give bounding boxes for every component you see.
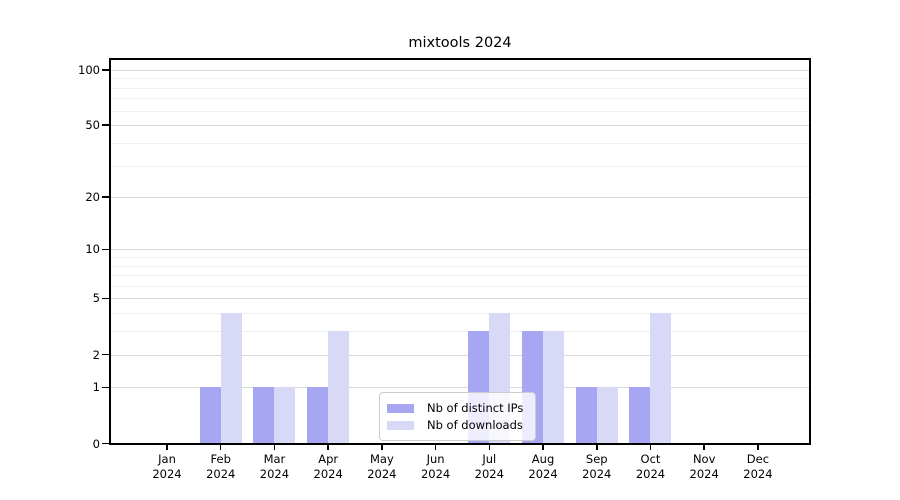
- bar-distinct-ips-oct: [629, 387, 651, 443]
- x-tick-mark-apr: [327, 444, 329, 450]
- x-tick-label-sep: Sep 2024: [582, 452, 612, 481]
- y-tick-mark-1: [102, 386, 109, 389]
- x-tick-label-nov: Nov 2024: [689, 452, 719, 481]
- minor-gridline-7: [111, 275, 809, 277]
- y-tick-mark-0: [102, 442, 109, 445]
- y-tick-label-50: 50: [85, 118, 100, 133]
- bar-downloads-aug: [543, 331, 565, 443]
- legend: Nb of distinct IPs Nb of downloads: [379, 392, 537, 441]
- x-tick-mark-nov: [703, 444, 705, 450]
- bar-distinct-ips-apr: [307, 387, 329, 443]
- x-tick-mark-sep: [596, 444, 598, 450]
- gridline-10: [111, 249, 809, 251]
- y-tick-label-20: 20: [85, 190, 100, 205]
- minor-gridline-8: [111, 265, 809, 267]
- x-tick-label-jun: Jun 2024: [420, 452, 451, 481]
- x-tick-mark-aug: [542, 444, 544, 450]
- minor-gridline-90: [111, 78, 809, 80]
- x-tick-label-may: May 2024: [367, 452, 397, 481]
- minor-gridline-4: [111, 313, 809, 315]
- bar-downloads-oct: [650, 313, 672, 443]
- x-tick-label-jan: Jan 2024: [152, 452, 182, 481]
- legend-label-distinct-ips: Nb of distinct IPs: [427, 401, 524, 415]
- legend-label-downloads: Nb of downloads: [427, 418, 523, 432]
- legend-item-downloads: Nb of downloads: [387, 417, 523, 433]
- minor-gridline-80: [111, 87, 809, 89]
- x-tick-mark-jan: [166, 444, 168, 450]
- x-tick-mark-jul: [488, 444, 491, 450]
- bar-distinct-ips-mar: [253, 387, 275, 443]
- y-tick-label-2: 2: [92, 347, 100, 362]
- gridline-2: [111, 354, 809, 356]
- y-tick-mark-50: [102, 124, 109, 126]
- bar-distinct-ips-sep: [575, 387, 597, 443]
- x-tick-label-aug: Aug 2024: [528, 452, 558, 481]
- minor-gridline-70: [111, 98, 809, 100]
- y-tick-label-10: 10: [85, 242, 100, 257]
- gridline-1: [111, 387, 809, 389]
- legend-swatch-downloads-icon: [387, 420, 414, 430]
- x-tick-label-apr: Apr 2024: [313, 452, 343, 481]
- x-tick-mark-feb: [219, 444, 222, 450]
- x-tick-mark-may: [381, 444, 383, 450]
- y-tick-mark-100: [102, 69, 109, 71]
- gridline-20: [111, 197, 809, 199]
- x-tick-mark-jun: [434, 444, 437, 450]
- bar-downloads-apr: [328, 331, 350, 443]
- minor-gridline-30: [111, 165, 809, 167]
- x-tick-label-feb: Feb 2024: [206, 452, 236, 481]
- y-tick-mark-2: [102, 353, 109, 356]
- legend-swatch-distinct-ips-icon: [387, 403, 414, 413]
- minor-gridline-6: [111, 285, 809, 287]
- x-tick-mark-oct: [649, 444, 652, 450]
- minor-gridline-9: [111, 257, 809, 259]
- plot-area: [109, 58, 811, 445]
- y-tick-label-100: 100: [78, 62, 100, 77]
- x-tick-label-mar: Mar 2024: [259, 452, 290, 481]
- y-tick-label-5: 5: [92, 291, 100, 306]
- x-tick-mark-dec: [757, 444, 759, 450]
- bar-downloads-sep: [596, 387, 618, 443]
- bar-downloads-feb: [220, 313, 242, 443]
- y-tick-mark-5: [102, 297, 109, 300]
- gridline-50: [111, 125, 809, 127]
- bar-downloads-mar: [274, 387, 296, 443]
- y-tick-mark-20: [102, 196, 109, 198]
- x-tick-label-oct: Oct 2024: [635, 452, 666, 481]
- y-tick-label-0: 0: [92, 436, 100, 451]
- legend-item-distinct-ips: Nb of distinct IPs: [387, 400, 523, 416]
- bar-distinct-ips-feb: [199, 387, 221, 443]
- minor-gridline-40: [111, 142, 809, 144]
- gridline-5: [111, 298, 809, 300]
- x-tick-label-dec: Dec 2024: [743, 452, 773, 481]
- minor-gridline-3: [111, 331, 809, 333]
- minor-gridline-60: [111, 110, 809, 112]
- y-tick-mark-10: [102, 248, 109, 251]
- x-tick-mark-mar: [273, 444, 276, 450]
- gridline-100: [111, 69, 809, 71]
- x-tick-label-jul: Jul 2024: [474, 452, 504, 481]
- y-tick-label-1: 1: [92, 380, 100, 395]
- chart-title: mixtools 2024: [408, 35, 512, 51]
